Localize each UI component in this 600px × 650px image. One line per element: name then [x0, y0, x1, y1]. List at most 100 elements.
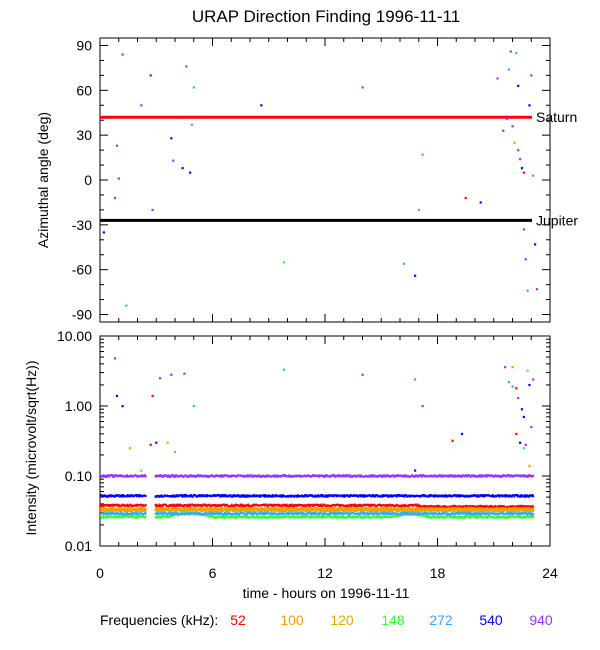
- intensity-trace-sample: [380, 495, 382, 498]
- intensity-trace-sample: [386, 511, 388, 514]
- intensity-trace-sample: [478, 506, 481, 509]
- intensity-trace-sample: [254, 507, 256, 510]
- intensity-trace-sample: [332, 508, 335, 511]
- intensity-trace-sample: [186, 507, 188, 510]
- intensity-trace-sample: [258, 495, 261, 498]
- intensity-trace-sample: [359, 512, 361, 515]
- intensity-trace-sample: [351, 516, 354, 519]
- intensity-trace-sample: [442, 513, 444, 516]
- intensity-trace-sample: [228, 512, 231, 515]
- intensity-trace-sample: [255, 507, 258, 510]
- intensity-trace-sample: [111, 503, 114, 506]
- intensity-trace-sample: [361, 508, 363, 511]
- intensity-trace-sample: [333, 513, 336, 516]
- intensity-trace-sample: [235, 503, 237, 506]
- intensity-trace-sample: [530, 513, 532, 516]
- intensity-trace-sample: [389, 511, 391, 514]
- intensity-trace-sample: [296, 510, 298, 513]
- intensity-trace-sample: [399, 512, 402, 515]
- intensity-trace-sample: [518, 512, 521, 515]
- intensity-trace-sample: [301, 494, 303, 497]
- intensity-trace-sample: [183, 510, 185, 513]
- intensity-trace-sample: [114, 509, 116, 512]
- intensity-trace-sample: [155, 505, 157, 508]
- intensity-trace-sample: [498, 494, 500, 497]
- intensity-trace-sample: [314, 511, 317, 514]
- intensity-trace-sample: [334, 509, 337, 512]
- intensity-trace-sample: [404, 503, 406, 506]
- intensity-trace-sample: [238, 504, 241, 507]
- intensity-trace-sample: [106, 475, 108, 478]
- intensity-trace-sample: [400, 508, 402, 511]
- intensity-trace-sample: [443, 509, 446, 512]
- intensity-trace-sample: [132, 513, 135, 516]
- intensity-trace-sample: [271, 493, 274, 496]
- intensity-trace-sample: [430, 507, 433, 510]
- intensity-trace-sample: [344, 509, 346, 512]
- intensity-trace-sample: [504, 495, 507, 498]
- intensity-trace-sample: [219, 511, 222, 514]
- intensity-trace-sample: [336, 507, 338, 510]
- time-tick-label: 18: [430, 565, 446, 581]
- intensity-trace-sample: [357, 495, 360, 498]
- azimuth-data-point: [519, 158, 522, 161]
- intensity-trace-sample: [359, 495, 362, 498]
- azimuth-data-point: [507, 68, 510, 71]
- intensity-trace-sample: [466, 504, 469, 507]
- intensity-trace-sample: [380, 508, 383, 511]
- intensity-trace-sample: [269, 506, 271, 509]
- azimuth-data-point: [170, 137, 173, 140]
- intensity-trace-sample: [475, 516, 477, 519]
- intensity-trace-sample: [266, 509, 269, 512]
- intensity-trace-sample: [414, 510, 417, 513]
- intensity-trace-sample: [300, 509, 303, 512]
- intensity-trace-sample: [276, 516, 279, 519]
- intensity-trace-sample: [458, 513, 460, 516]
- intensity-trace-sample: [497, 506, 500, 509]
- intensity-trace-sample: [354, 510, 357, 513]
- intensity-trace-sample: [119, 511, 122, 514]
- intensity-trace-sample: [348, 512, 350, 515]
- intensity-trace-sample: [107, 475, 109, 478]
- intensity-trace-sample: [206, 474, 209, 477]
- intensity-trace-sample: [435, 507, 438, 510]
- intensity-trace-sample: [457, 516, 459, 519]
- intensity-trace-sample: [469, 516, 471, 519]
- intensity-trace-sample: [456, 505, 458, 508]
- intensity-trace-sample: [337, 515, 339, 518]
- intensity-trace-sample: [175, 510, 177, 513]
- intensity-trace-sample: [246, 516, 248, 519]
- intensity-trace-sample: [526, 508, 529, 511]
- intensity-trace-sample: [522, 516, 525, 519]
- intensity-trace-sample: [348, 505, 351, 508]
- intensity-trace-sample: [188, 511, 190, 514]
- intensity-trace-sample: [211, 513, 213, 516]
- intensity-trace-sample: [395, 494, 397, 497]
- intensity-trace-sample: [384, 508, 387, 511]
- intensity-trace-sample: [168, 505, 170, 508]
- intensity-trace-sample: [268, 494, 270, 497]
- intensity-trace-sample: [400, 513, 403, 516]
- intensity-trace-sample: [483, 512, 485, 515]
- intensity-trace-sample: [120, 516, 123, 519]
- intensity-trace-sample: [386, 495, 389, 498]
- intensity-trace-sample: [109, 504, 111, 507]
- intensity-trace-sample: [242, 512, 245, 515]
- intensity-trace-sample: [175, 495, 178, 498]
- intensity-trace-sample: [250, 513, 253, 516]
- intensity-trace-sample: [102, 474, 105, 477]
- intensity-trace-sample: [203, 507, 206, 510]
- intensity-trace-sample: [381, 494, 383, 497]
- azimuth-data-point: [125, 304, 128, 307]
- time-tick-label: 24: [542, 565, 558, 581]
- intensity-trace-sample: [110, 495, 112, 498]
- intensity-trace-sample: [468, 515, 471, 518]
- intensity-trace-sample: [324, 508, 327, 511]
- intensity-trace-sample: [393, 507, 396, 510]
- intensity-trace-sample: [225, 494, 228, 497]
- intensity-trace-sample: [241, 495, 244, 498]
- intensity-trace-sample: [458, 510, 460, 513]
- azimuth-data-point: [140, 104, 143, 107]
- intensity-trace-sample: [424, 511, 427, 514]
